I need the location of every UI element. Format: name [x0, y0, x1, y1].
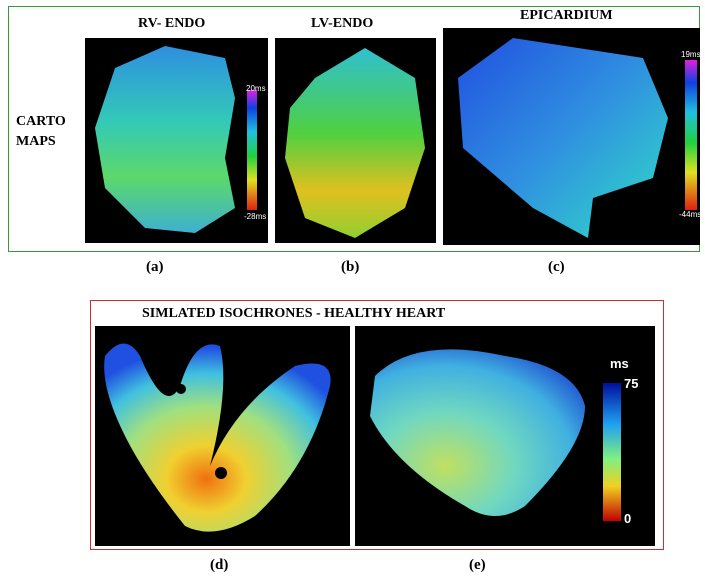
colorbar-label: 0 [624, 511, 631, 526]
side-label-line: CARTO [16, 112, 66, 132]
colorbar-unit: ms [610, 356, 629, 371]
scale-label: -44ms [679, 210, 701, 219]
scale-label: -28ms [244, 212, 266, 221]
figure: CARTO MAPS RV- ENDO LV-ENDO EPICARDIUM 2… [0, 0, 705, 578]
map-rv-endo [85, 38, 268, 243]
carto-label: CARTO MAPS [16, 112, 66, 152]
colorbar-label: 75 [624, 376, 638, 391]
scale-label: 20ms [246, 84, 266, 93]
panel-caption: (e) [469, 557, 486, 574]
panel-caption: (d) [210, 557, 228, 574]
panel-caption: (b) [341, 259, 359, 276]
map-lv-endo [275, 38, 436, 243]
side-label-line: MAPS [16, 132, 66, 152]
panel-title: LV-ENDO [311, 16, 373, 32]
panel-caption: (a) [146, 259, 164, 276]
panel-caption: (c) [548, 259, 565, 276]
isochrone-d [95, 326, 350, 546]
panel-title: RV- ENDO [138, 16, 205, 32]
simulation-title: SIMLATED ISOCHRONES - HEALTHY HEART [142, 306, 445, 322]
scale-label: 19ms [681, 50, 701, 59]
map-epicardium [443, 28, 700, 245]
panel-title: EPICARDIUM [520, 8, 613, 24]
